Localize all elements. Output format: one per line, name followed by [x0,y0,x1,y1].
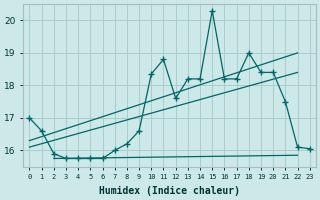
X-axis label: Humidex (Indice chaleur): Humidex (Indice chaleur) [99,186,240,196]
